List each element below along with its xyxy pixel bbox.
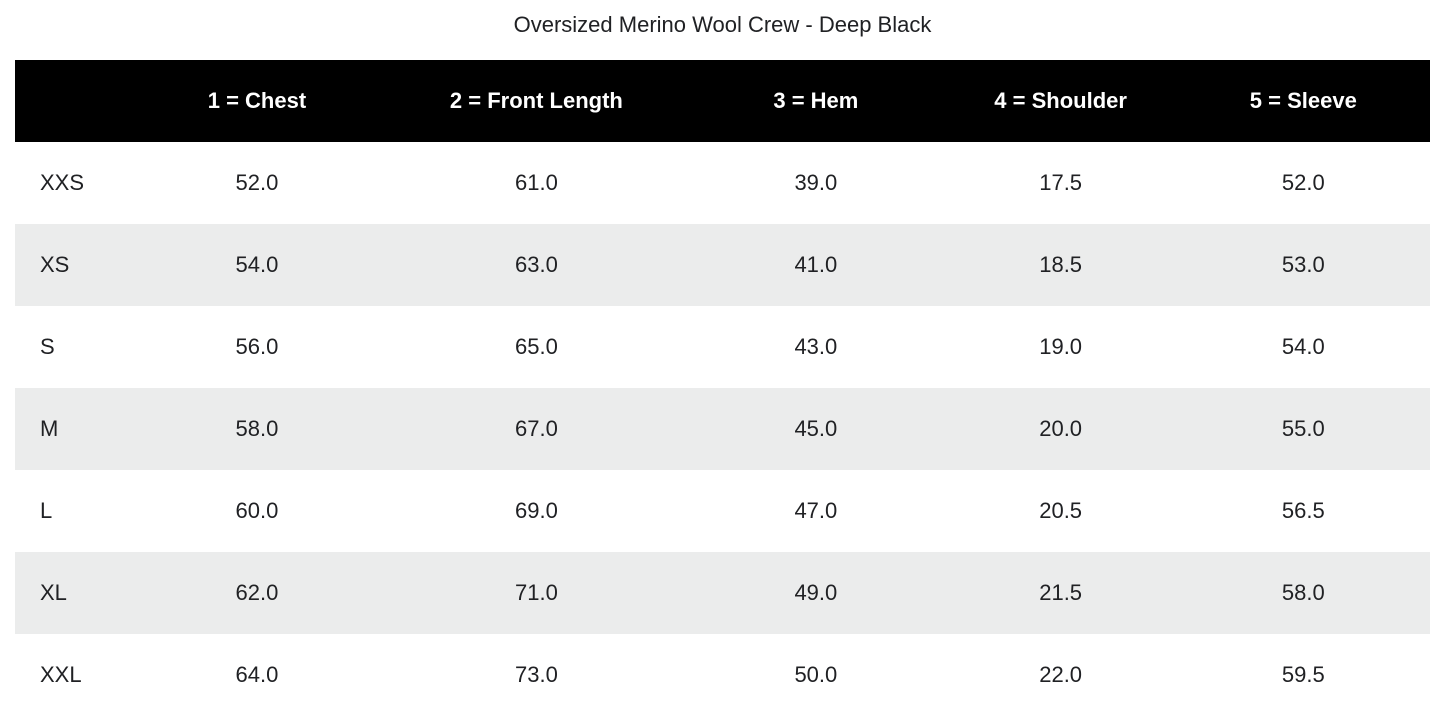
measurement-value: 21.5	[1039, 580, 1083, 605]
measurement-value: 69.0	[514, 498, 558, 523]
measurement-value: 61.0	[514, 170, 558, 195]
measurement-value: 20.5	[1039, 498, 1083, 523]
measurement-value: 43.0	[794, 334, 838, 359]
size-label: S	[40, 334, 55, 359]
size-chart-header-row: 1 = Chest 2 = Front Length 3 = Hem 4 = Shou…	[15, 60, 1430, 142]
measurement-value: 58.0	[235, 416, 279, 441]
measurement-value: 52.0	[1281, 170, 1325, 195]
measurement-column-header: 4 = Shoulder	[944, 60, 1177, 142]
size-label: L	[40, 498, 53, 523]
measurement-value: 54.0	[1281, 334, 1325, 359]
size-row-l: L 60.0 69.0 47.0 20.5 56.5	[15, 470, 1430, 552]
measurement-value: 50.0	[794, 662, 838, 687]
measurement-column-header: 5 = Sleeve	[1176, 60, 1430, 142]
size-column-header	[15, 60, 129, 142]
measurement-column-header: 1 = Chest	[128, 60, 386, 142]
measurement-value: 62.0	[235, 580, 279, 605]
size-label: XS	[40, 252, 70, 277]
size-chart-body: XXS 52.0 61.0 39.0 17.5 52.0 XS 54.0 63.0 41.0 18.…	[15, 142, 1430, 712]
measurement-value: 39.0	[794, 170, 838, 195]
measurement-value: 56.0	[235, 334, 279, 359]
measurement-value: 55.0	[1281, 416, 1325, 441]
measurement-value: 49.0	[794, 580, 838, 605]
size-label: M	[40, 416, 59, 441]
measurement-value: 53.0	[1281, 252, 1325, 277]
size-label: XL	[40, 580, 67, 605]
measurement-value: 41.0	[794, 252, 838, 277]
size-row-xl: XL 62.0 71.0 49.0 21.5 58.0	[15, 552, 1430, 634]
size-label: XXL	[40, 662, 82, 687]
product-title: Oversized Merino Wool Crew - Deep Black	[513, 12, 932, 37]
measurement-value: 59.5	[1281, 662, 1325, 687]
measurement-value: 73.0	[514, 662, 558, 687]
measurement-column-header: 2 = Front Length	[385, 60, 688, 142]
measurement-column-header: 3 = Hem	[687, 60, 945, 142]
size-label: XXS	[40, 170, 85, 195]
measurement-value: 22.0	[1039, 662, 1083, 687]
measurement-value: 52.0	[235, 170, 279, 195]
measurement-value: 20.0	[1039, 416, 1083, 441]
size-row-xxl: XXL 64.0 73.0 50.0 22.0 59.5	[15, 634, 1430, 712]
measurement-value: 58.0	[1281, 580, 1325, 605]
measurement-value: 47.0	[794, 498, 838, 523]
measurement-value: 71.0	[514, 580, 558, 605]
measurement-value: 64.0	[235, 662, 279, 687]
size-row-xs: XS 54.0 63.0 41.0 18.5 53.0	[15, 224, 1430, 306]
measurement-value: 17.5	[1039, 170, 1083, 195]
size-row-m: M 58.0 67.0 45.0 20.0 55.0	[15, 388, 1430, 470]
measurement-value: 19.0	[1039, 334, 1083, 359]
size-row-s: S 56.0 65.0 43.0 19.0 54.0	[15, 306, 1430, 388]
measurement-value: 56.5	[1281, 498, 1325, 523]
measurement-value: 63.0	[514, 252, 558, 277]
size-row-xxs: XXS 52.0 61.0 39.0 17.5 52.0	[15, 142, 1430, 224]
size-chart-header: 1 = Chest 2 = Front Length 3 = Hem 4 = Shou…	[15, 60, 1430, 142]
measurement-value: 67.0	[514, 416, 558, 441]
measurement-value: 60.0	[235, 498, 279, 523]
measurement-value: 65.0	[514, 334, 558, 359]
measurement-value: 18.5	[1039, 252, 1083, 277]
measurement-value: 54.0	[235, 252, 279, 277]
size-chart-table: 1 = Chest 2 = Front Length 3 = Hem 4 = Shou…	[15, 60, 1430, 712]
measurement-value: 45.0	[794, 416, 838, 441]
